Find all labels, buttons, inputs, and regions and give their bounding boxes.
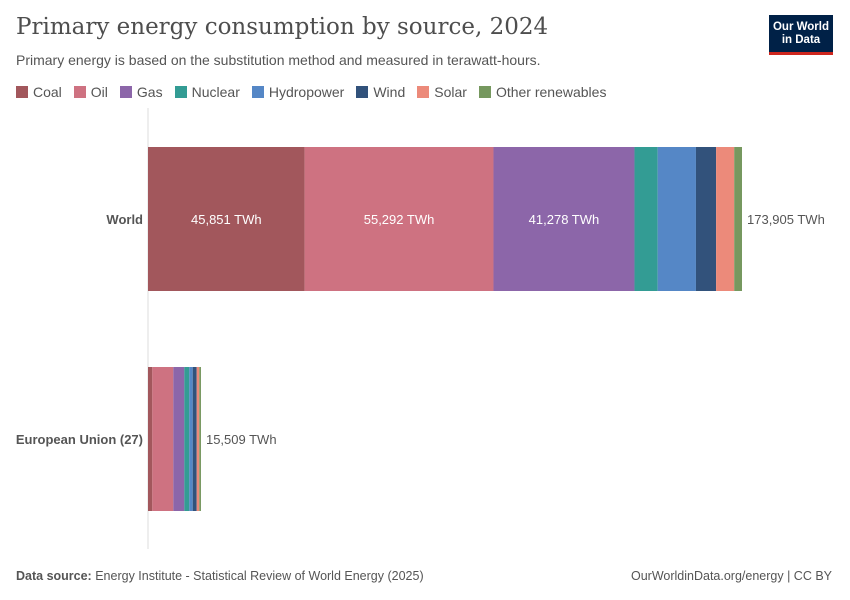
bar-segment[interactable] xyxy=(734,147,742,291)
data-label: 45,851 TWh xyxy=(191,212,262,227)
legend-swatch xyxy=(251,86,264,98)
legend-swatch xyxy=(417,86,430,98)
bar-segment[interactable] xyxy=(173,367,185,511)
data-source: Data source: Energy Institute - Statisti… xyxy=(16,569,424,583)
legend-swatch xyxy=(73,86,86,98)
chart-subtitle: Primary energy is based on the substitut… xyxy=(16,52,541,68)
legend-label: Nuclear xyxy=(191,84,240,100)
data-label: 55,292 TWh xyxy=(364,212,435,227)
owid-logo[interactable]: Our World in Data xyxy=(769,15,833,55)
legend-label: Hydropower xyxy=(268,84,345,100)
data-source-text: Energy Institute - Statistical Review of… xyxy=(95,569,424,583)
bar-segment[interactable] xyxy=(148,147,305,291)
legend-label: Solar xyxy=(434,84,467,100)
legend-swatch xyxy=(119,86,132,98)
legend-label: Oil xyxy=(90,84,108,100)
legend-swatch xyxy=(174,86,187,98)
legend: Coal Oil Gas Nuclear Hydropower Wind Solar Othe… xyxy=(16,84,606,100)
legend-item[interactable]: Gas xyxy=(119,84,163,100)
bar-segment[interactable] xyxy=(657,147,696,291)
total-label: 173,905 TWh xyxy=(747,212,825,227)
legend-label: Wind xyxy=(373,84,406,100)
bar-segment[interactable] xyxy=(192,367,197,511)
bar-segment[interactable] xyxy=(199,367,201,511)
bar-segment[interactable] xyxy=(716,147,735,291)
category-label: European Union (27) xyxy=(16,432,143,447)
legend-label: Gas xyxy=(136,84,163,100)
category-label: World xyxy=(106,212,143,227)
legend-item[interactable]: Solar xyxy=(417,84,467,100)
legend-label: Coal xyxy=(33,84,62,100)
bar-segment[interactable] xyxy=(634,147,658,291)
bar-segment[interactable] xyxy=(152,367,174,511)
legend-item[interactable]: Oil xyxy=(73,84,108,100)
data-label: 41,278 TWh xyxy=(529,212,600,227)
bar-segment[interactable] xyxy=(184,367,190,511)
legend-swatch xyxy=(356,86,369,98)
bar-segment[interactable] xyxy=(493,147,635,291)
legend-item[interactable]: Nuclear xyxy=(174,84,240,100)
total-label: 15,509 TWh xyxy=(206,432,277,447)
bar-segment[interactable] xyxy=(148,367,153,511)
footer-link[interactable]: OurWorldinData.org/energy | CC BY xyxy=(630,569,832,583)
legend-item[interactable]: Other renewables xyxy=(478,84,607,100)
bar-segment[interactable] xyxy=(189,367,193,511)
bar-segment[interactable] xyxy=(304,147,494,291)
legend-item[interactable]: Coal xyxy=(16,84,62,100)
legend-label: Other renewables xyxy=(495,84,607,100)
legend-item[interactable]: Hydropower xyxy=(251,84,345,100)
legend-swatch xyxy=(16,86,28,98)
legend-item[interactable]: Wind xyxy=(356,84,405,100)
data-source-label: Data source: xyxy=(16,569,92,583)
legend-swatch xyxy=(478,86,491,98)
chart-title: Primary energy consumption by source, 20… xyxy=(16,14,549,40)
bar-segment[interactable] xyxy=(695,147,717,291)
bar-segment[interactable] xyxy=(196,367,200,511)
